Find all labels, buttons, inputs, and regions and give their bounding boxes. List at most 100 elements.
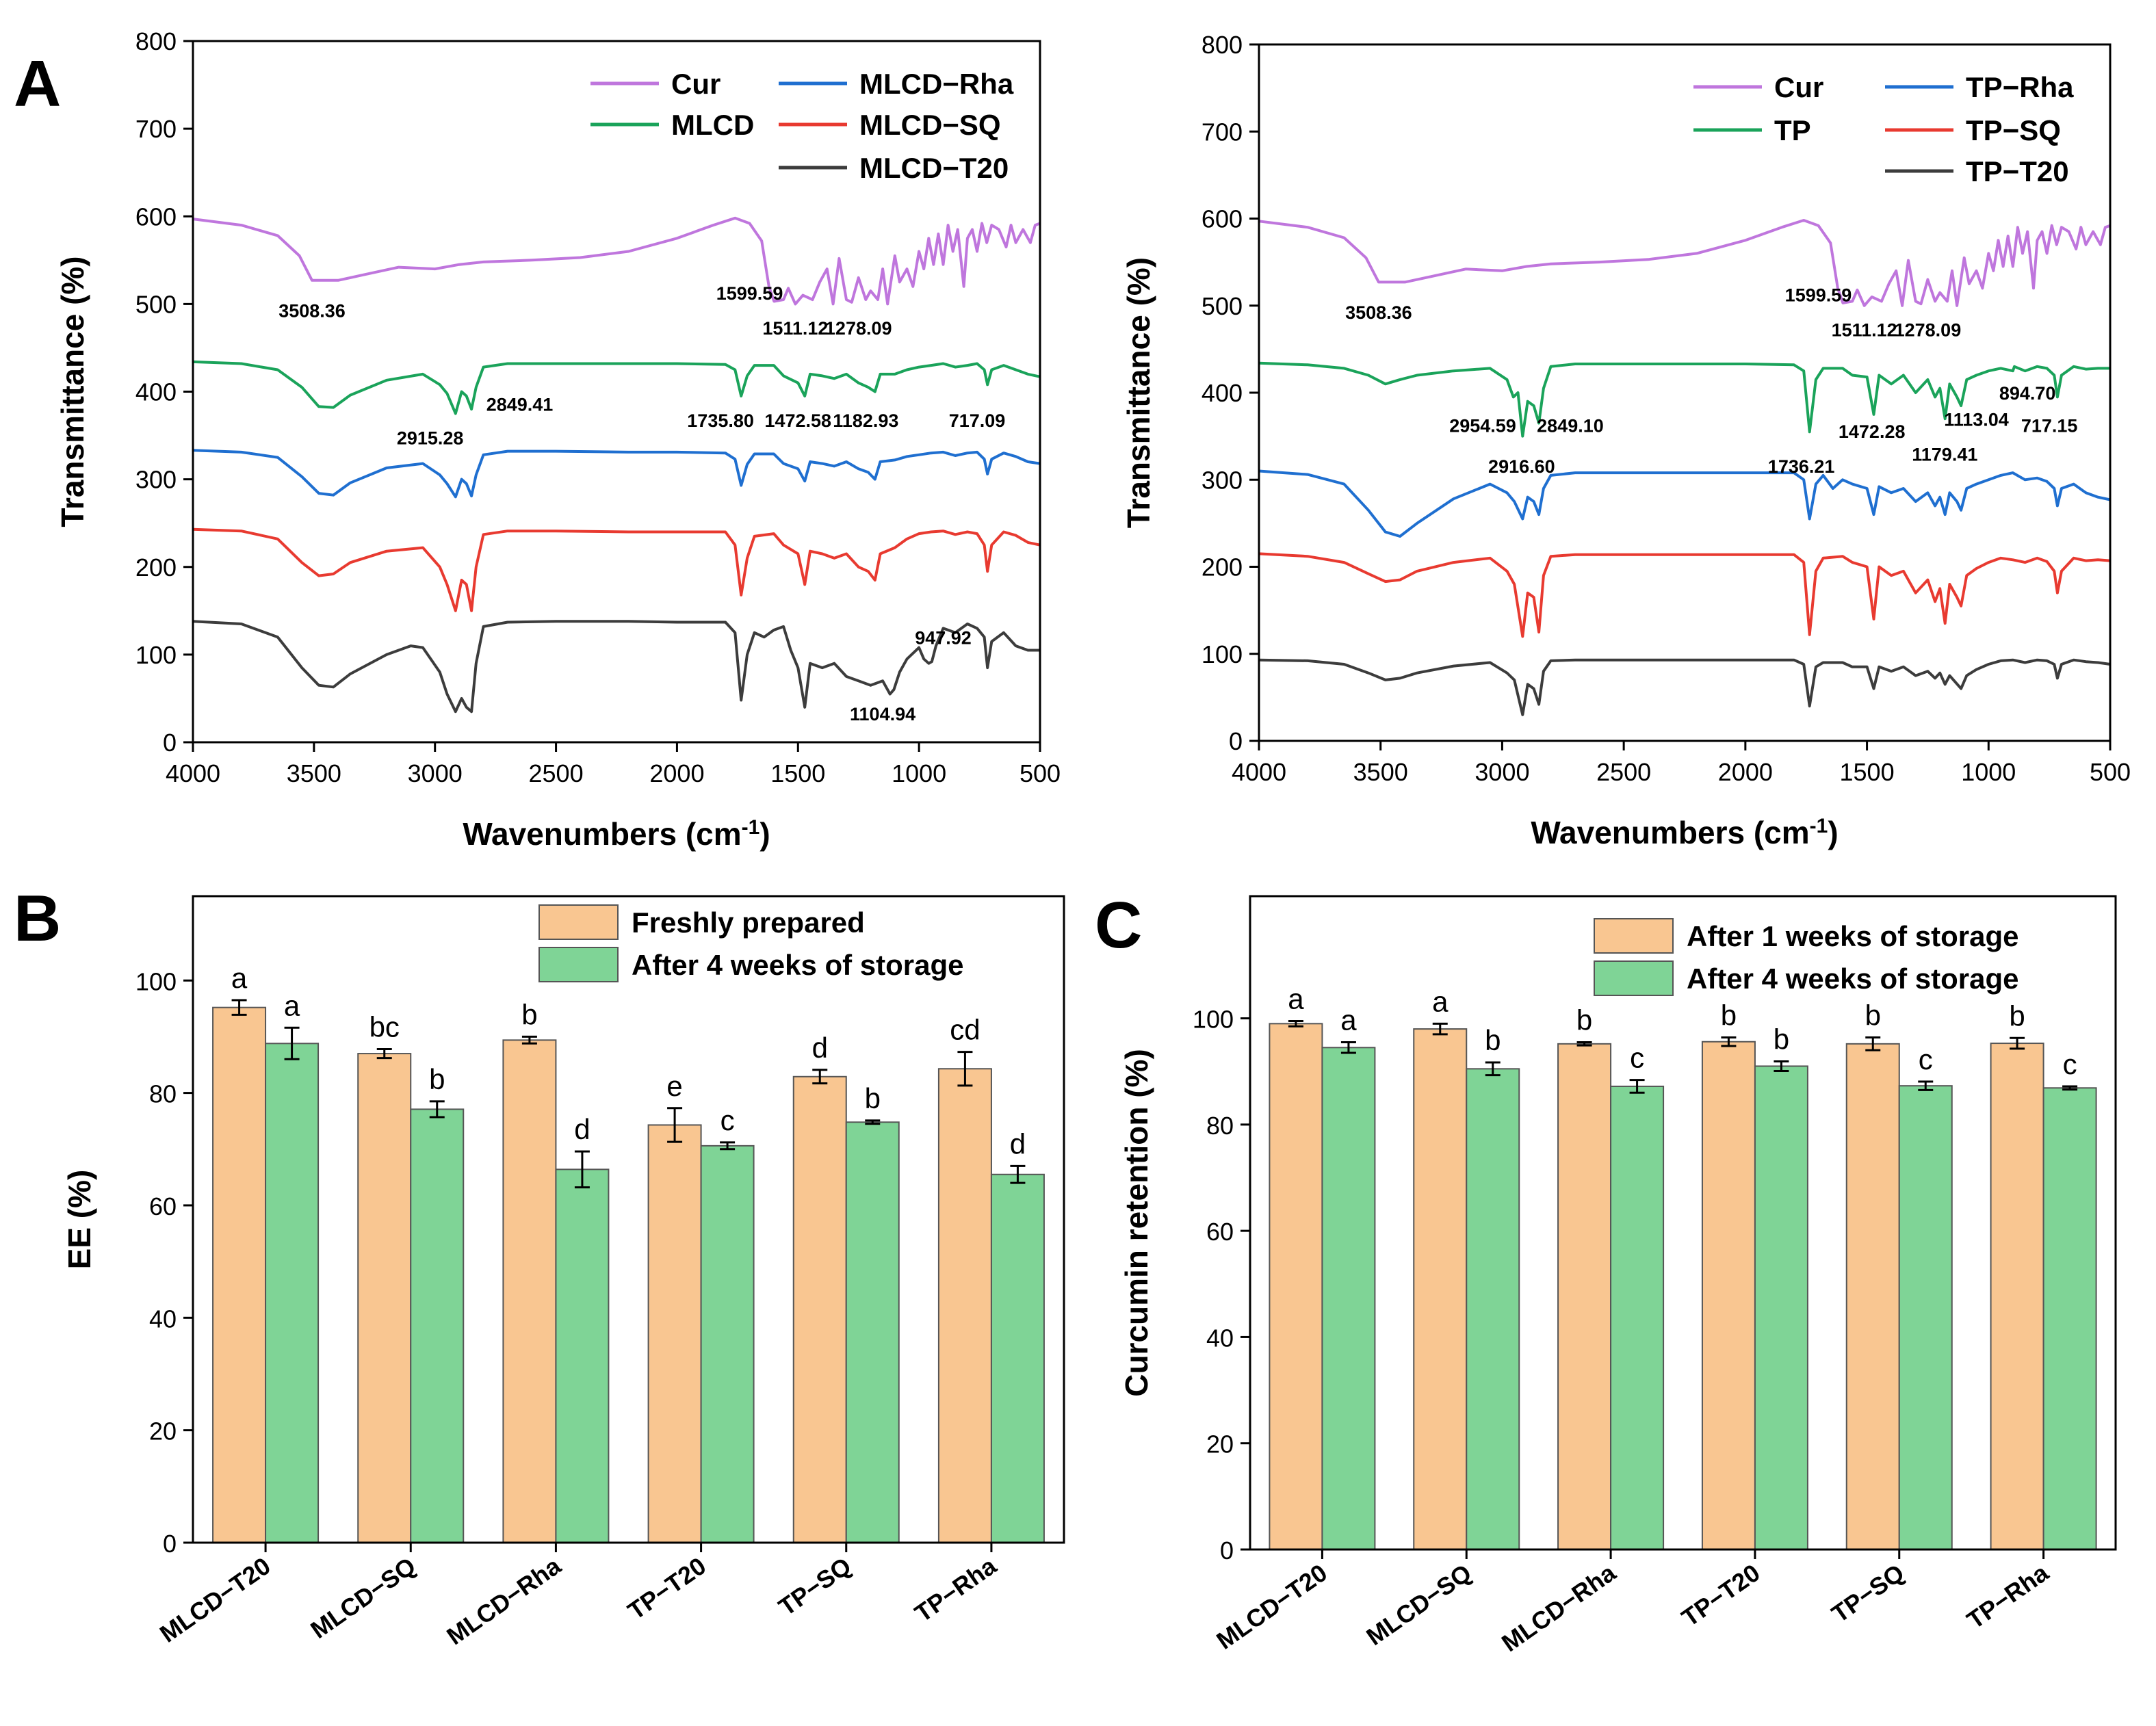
barB-bar-0-3 [647,1124,702,1544]
barC-significance-letter: b [1721,999,1737,1032]
barC-bar-0-3 [1701,1041,1756,1551]
ftir1-y-tick-label: 800 [135,27,177,55]
barB-bar-0-1 [357,1053,412,1543]
ftir1-peak-label: 1511.12 [762,318,828,339]
barC-significance-letter: c [1630,1042,1644,1074]
ftir2-legend-label: TP−T20 [1966,155,2069,187]
barC-significance-letter: a [1340,1004,1357,1036]
ftir2-y-tick-label: 600 [1202,205,1243,233]
barB-significance-letter: d [812,1032,828,1064]
barB-bar-0-4 [792,1075,847,1544]
ftir1-legend-label: MLCD−Rha [859,68,1014,100]
ftir1-x-tick-label: 500 [1019,759,1061,787]
barC-y-tick-label: 0 [1220,1537,1234,1565]
barB-y-tick-label: 0 [163,1530,177,1558]
ftir2-x-tick-label: 3000 [1475,758,1529,786]
ftir1-peak-label: 3508.36 [278,301,346,322]
barB-bar-1-3 [700,1145,755,1543]
ftir2-series-line-0 [1258,219,2111,307]
barC-bar-1-5 [2042,1087,2097,1550]
ftir1-legend-label: Cur [671,68,720,100]
barC-category-label: MLCD−T20 [1211,1558,1332,1655]
ftir2-legend-label: TP−SQ [1966,114,2061,146]
ftir1-peak-label: 1278.09 [825,318,892,339]
barB-bar-0-5 [937,1068,992,1543]
barB-category-label: MLCD−Rha [441,1551,566,1650]
barB-bar-0-0 [212,1006,267,1543]
ftir1-peak-label: 1182.93 [833,410,898,431]
ftir2-x-axis-title: Wavenumbers (cm-1) [1531,815,1838,851]
barC-bar-0-0 [1269,1023,1323,1550]
ftir2-x-tick-label: 3500 [1353,758,1408,786]
barC-category-label: TP−T20 [1676,1558,1765,1632]
ftir1-y-tick-label: 500 [135,290,177,318]
ftir2-peak-label: 717.15 [2021,415,2078,436]
barB-bar-1-1 [410,1108,465,1543]
barC-y-tick-label: 80 [1206,1112,1234,1140]
barB-bar-1-0 [265,1043,320,1543]
barC-bar-0-2 [1557,1043,1612,1551]
barB-plot-frame [192,895,1065,1544]
barB-y-tick-label: 60 [149,1192,177,1220]
ftir2-x-tick-label: 1500 [1840,758,1895,786]
barC-y-tick-label: 60 [1206,1218,1234,1246]
ftir1-series-line-4 [192,620,1040,714]
barB-significance-letter: a [231,962,248,994]
ftir1-series-line-0 [192,216,1041,306]
barB-significance-letter: e [666,1070,682,1102]
barB-y-tick-label: 80 [149,1080,177,1108]
ftir1-peak-label: 717.09 [949,410,1006,431]
ftir2-series-line-3 [1258,552,2111,638]
barB-category-label: MLCD−SQ [305,1552,421,1644]
panel-label-c: C [1095,889,1142,962]
barB-category-label: TP−T20 [623,1552,711,1625]
ftir1-peak-label: 1735.80 [687,410,754,431]
barB-legend-label: After 4 weeks of storage [632,949,964,981]
ftir2-peak-label: 1472.28 [1839,421,1906,442]
ftir2-legend-label: TP [1774,114,1811,146]
barC-bar-1-3 [1754,1065,1808,1551]
barB-significance-letter: bc [369,1011,400,1043]
ftir2-peak-label: 1278.09 [1895,319,1962,340]
ftir1-x-tick-label: 2500 [529,759,584,787]
panel-label-b: B [14,882,61,955]
panel-label-a: A [14,47,61,120]
ftir1-y-tick-label: 600 [135,202,177,231]
barB-category-label: MLCD−T20 [155,1552,276,1648]
ftir2-y-axis-title: Transmittance (%) [1121,257,1156,528]
ftir2-legend-label: Cur [1774,71,1823,103]
ftir2-y-tick-label: 700 [1202,118,1243,146]
panel-b-ee-bar-chart: aaMLCD−T20bcbMLCD−SQbdMLCD−RhaecTP−T20db… [62,895,1065,1650]
barC-significance-letter: a [1288,982,1304,1015]
ftir2-series-line-2 [1258,469,2111,538]
ftir2-y-tick-label: 300 [1202,466,1243,494]
ftir2-y-tick-label: 0 [1229,727,1243,755]
barC-y-tick-label: 20 [1206,1430,1234,1459]
barC-plot-frame [1249,895,2117,1551]
barC-y-tick-label: 100 [1193,1006,1234,1034]
ftir1-x-tick-label: 3000 [408,759,463,787]
barC-significance-letter: c [1919,1043,1933,1075]
ftir2-y-tick-label: 800 [1202,31,1243,59]
barC-bar-1-0 [1321,1047,1376,1550]
ftir1-y-tick-label: 700 [135,115,177,143]
barC-significance-letter: b [2009,999,2025,1032]
ftir2-y-tick-label: 400 [1202,379,1243,407]
ftir2-x-tick-label: 2500 [1596,758,1651,786]
panel-c-retention-bar-chart: a a MLCD−T20 a b MLCD−SQ b c MLCD−Rha b b TP−T20 b c T… [1119,895,2117,1657]
ftir2-peak-label: 2954.59 [1449,415,1516,436]
ftir1-y-axis-title: Transmittance (%) [55,256,90,527]
barC-bar-0-5 [1990,1043,2044,1550]
ftir1-x-tick-label: 1000 [892,759,946,787]
barC-legend-swatch [1594,918,1674,954]
barB-legend-swatch [538,904,619,940]
barB-significance-letter: c [720,1104,735,1136]
ftir2-y-tick-label: 200 [1202,553,1243,581]
ftir1-x-axis-title: Wavenumbers (cm-1) [463,816,770,852]
barB-y-tick-label: 20 [149,1417,177,1446]
ftir2-series-line-4 [1258,658,2111,716]
ftir1-legend-label: MLCD−SQ [859,109,1001,141]
ftir2-peak-label: 1113.04 [1944,409,2009,430]
barC-category-label: TP−Rha [1962,1558,2054,1634]
